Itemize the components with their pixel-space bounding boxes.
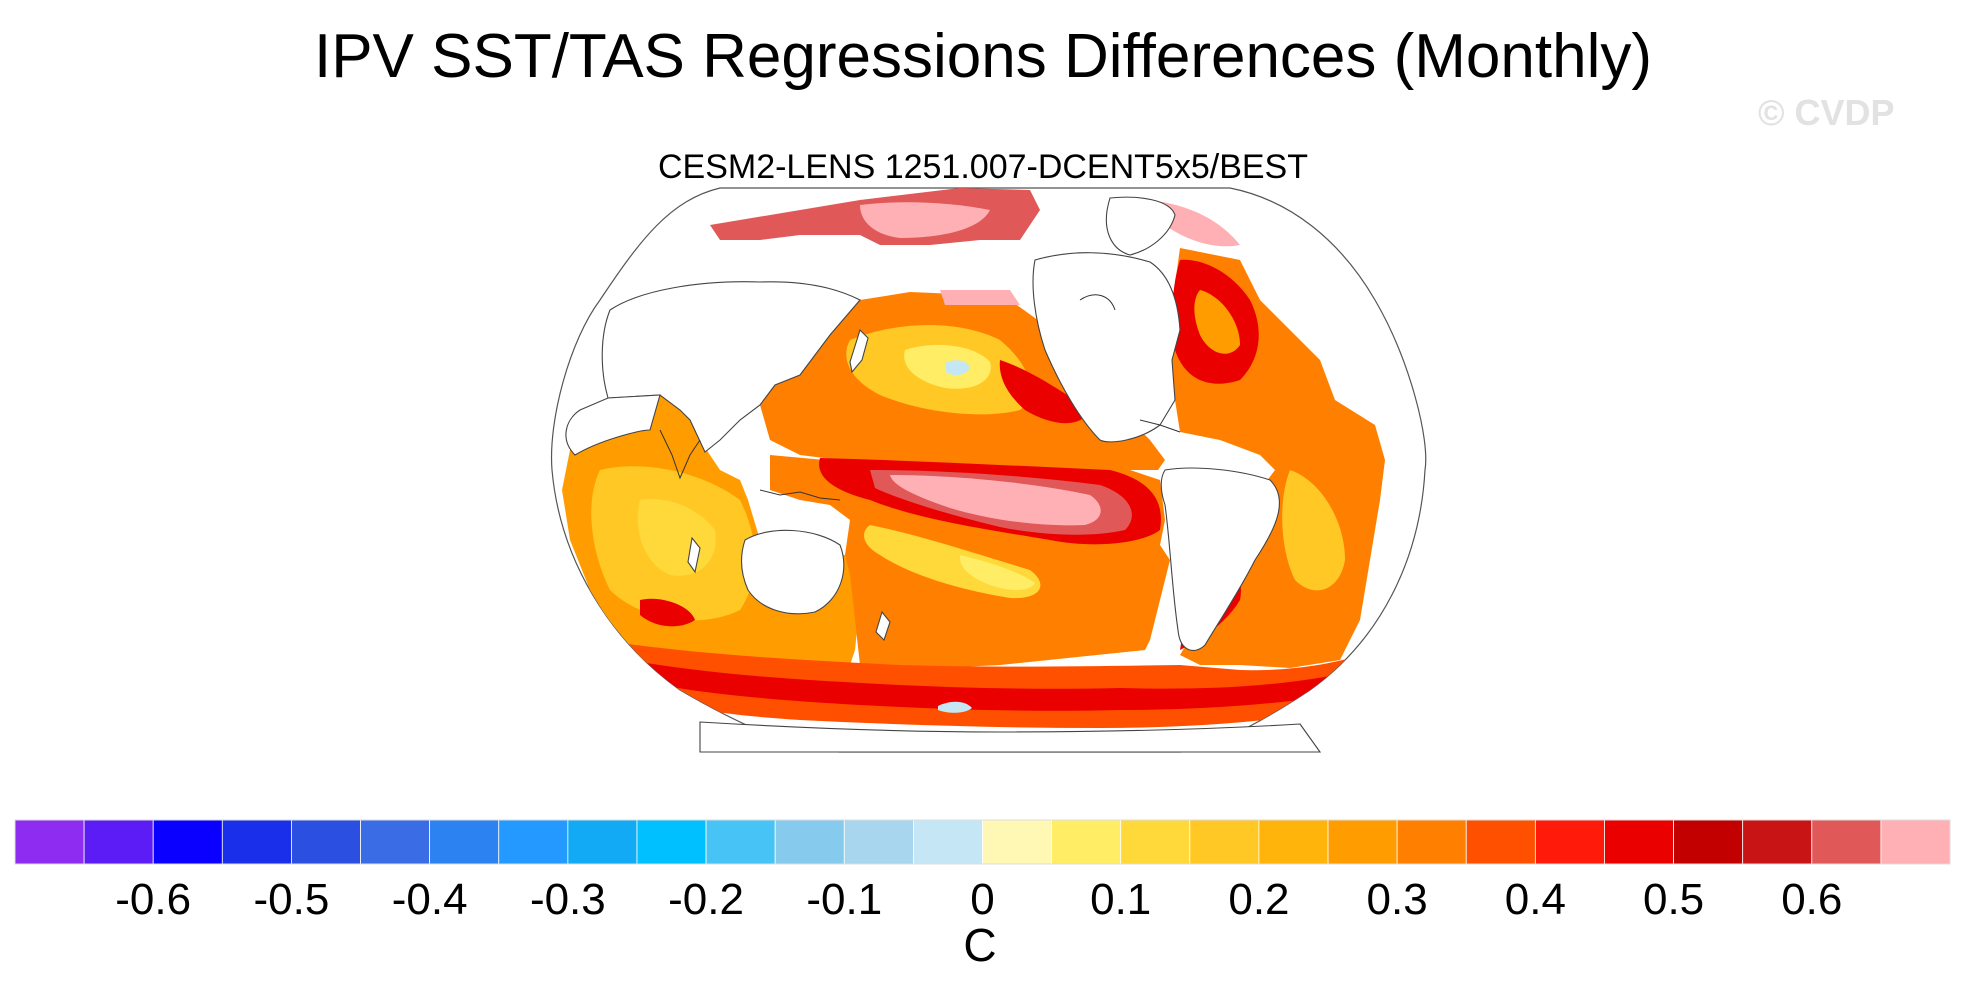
colorbar-frame bbox=[14, 819, 1951, 865]
coastline-indonesia bbox=[759, 489, 841, 501]
colorbar-box bbox=[1534, 819, 1605, 865]
continent-africa bbox=[565, 394, 661, 456]
north-pacific-neutral-spot bbox=[945, 360, 970, 376]
coastline-hudson bbox=[1079, 294, 1116, 311]
colorbar-box bbox=[1189, 819, 1260, 865]
island-new-zealand bbox=[875, 610, 891, 642]
atlantic-north-warm bbox=[1194, 290, 1240, 354]
continent-eurasia bbox=[601, 281, 861, 453]
colorbar-tick-label: -0.4 bbox=[392, 875, 468, 920]
colorbar-box bbox=[291, 819, 361, 865]
coastline-india bbox=[659, 429, 701, 480]
colorbar-box bbox=[1742, 819, 1813, 865]
colorbar-box bbox=[1120, 819, 1191, 865]
island-japan bbox=[849, 328, 869, 374]
colorbar-box bbox=[1051, 819, 1122, 865]
panel-subtitle: CESM2-LENS 1251.007-DCENT5x5/BEST bbox=[657, 148, 1309, 186]
atlantic-south-warm bbox=[1282, 470, 1345, 591]
colorbar-box bbox=[982, 819, 1053, 865]
continent-south-america bbox=[1160, 467, 1280, 651]
south-pacific-weak-tongue bbox=[959, 555, 1035, 591]
colorbar-box bbox=[1465, 819, 1536, 865]
colorbar-box bbox=[498, 819, 569, 865]
colorbar-box bbox=[1673, 819, 1744, 865]
colorbar-tick-label: -0.6 bbox=[115, 875, 191, 920]
indian-ocean-red-spot bbox=[640, 598, 695, 627]
colorbar-tick-label: -0.5 bbox=[254, 875, 330, 920]
southern-ocean-red-band bbox=[640, 662, 1370, 711]
arctic-peak bbox=[860, 202, 990, 238]
colorbar-box bbox=[221, 819, 292, 865]
colorbar-box bbox=[567, 819, 638, 865]
colorbar-box bbox=[843, 819, 914, 865]
colorbar-box bbox=[1258, 819, 1329, 865]
colorbar-tick-label: 0.3 bbox=[1367, 875, 1428, 920]
colorbar-tick-label: 0.4 bbox=[1505, 875, 1566, 920]
colorbar-box bbox=[774, 819, 845, 865]
colorbar-tick-label: -0.1 bbox=[806, 875, 882, 920]
colorbar-box bbox=[14, 819, 85, 865]
figure-title: IPV SST/TAS Regressions Differences (Mon… bbox=[313, 22, 1653, 91]
colorbar-box bbox=[912, 819, 983, 865]
southern-ocean-neutral-spot bbox=[938, 701, 972, 713]
tropical-pacific-peak bbox=[890, 475, 1101, 526]
colorbar-box bbox=[83, 819, 154, 865]
colorbar-box bbox=[705, 819, 776, 865]
watermark: © CVDP bbox=[1758, 92, 1895, 133]
continent-north-america bbox=[1032, 252, 1181, 443]
colorbar-tick-label: 0.1 bbox=[1090, 875, 1151, 920]
colorbar-box bbox=[1811, 819, 1882, 865]
colorbar-box bbox=[1396, 819, 1467, 865]
coastline-caribbean bbox=[1139, 419, 1181, 433]
colorbar-tick-label: 0.5 bbox=[1643, 875, 1704, 920]
colorbar-tick-label: 0.6 bbox=[1781, 875, 1842, 920]
island-madagascar bbox=[687, 536, 701, 574]
colorbar-tick-label: -0.3 bbox=[530, 875, 606, 920]
continent-greenland bbox=[1105, 196, 1176, 256]
colorbar-box bbox=[429, 819, 500, 865]
colorbar-units: C bbox=[963, 919, 997, 971]
colorbar-box bbox=[1880, 819, 1951, 865]
world-map bbox=[550, 187, 1427, 753]
colorbar-box bbox=[1604, 819, 1674, 865]
continent-antarctica bbox=[699, 721, 1322, 753]
colorbar-box bbox=[360, 819, 431, 865]
colorbar-tick-label: 0 bbox=[970, 875, 994, 920]
colorbar: -0.6 -0.5 -0.4 -0.3 -0.2 -0.1 0 0.1 0.2 0.3 0.4 0.5… bbox=[14, 819, 1951, 920]
colorbar-tick-label: -0.2 bbox=[668, 875, 744, 920]
colorbar-tick-label: 0.2 bbox=[1228, 875, 1289, 920]
bering-strip bbox=[940, 290, 1020, 305]
colorbar-box bbox=[152, 819, 223, 865]
colorbar-box bbox=[1327, 819, 1398, 865]
continent-australia bbox=[741, 529, 845, 615]
north-pacific-red-band bbox=[999, 360, 1090, 424]
colorbar-box bbox=[636, 819, 707, 865]
